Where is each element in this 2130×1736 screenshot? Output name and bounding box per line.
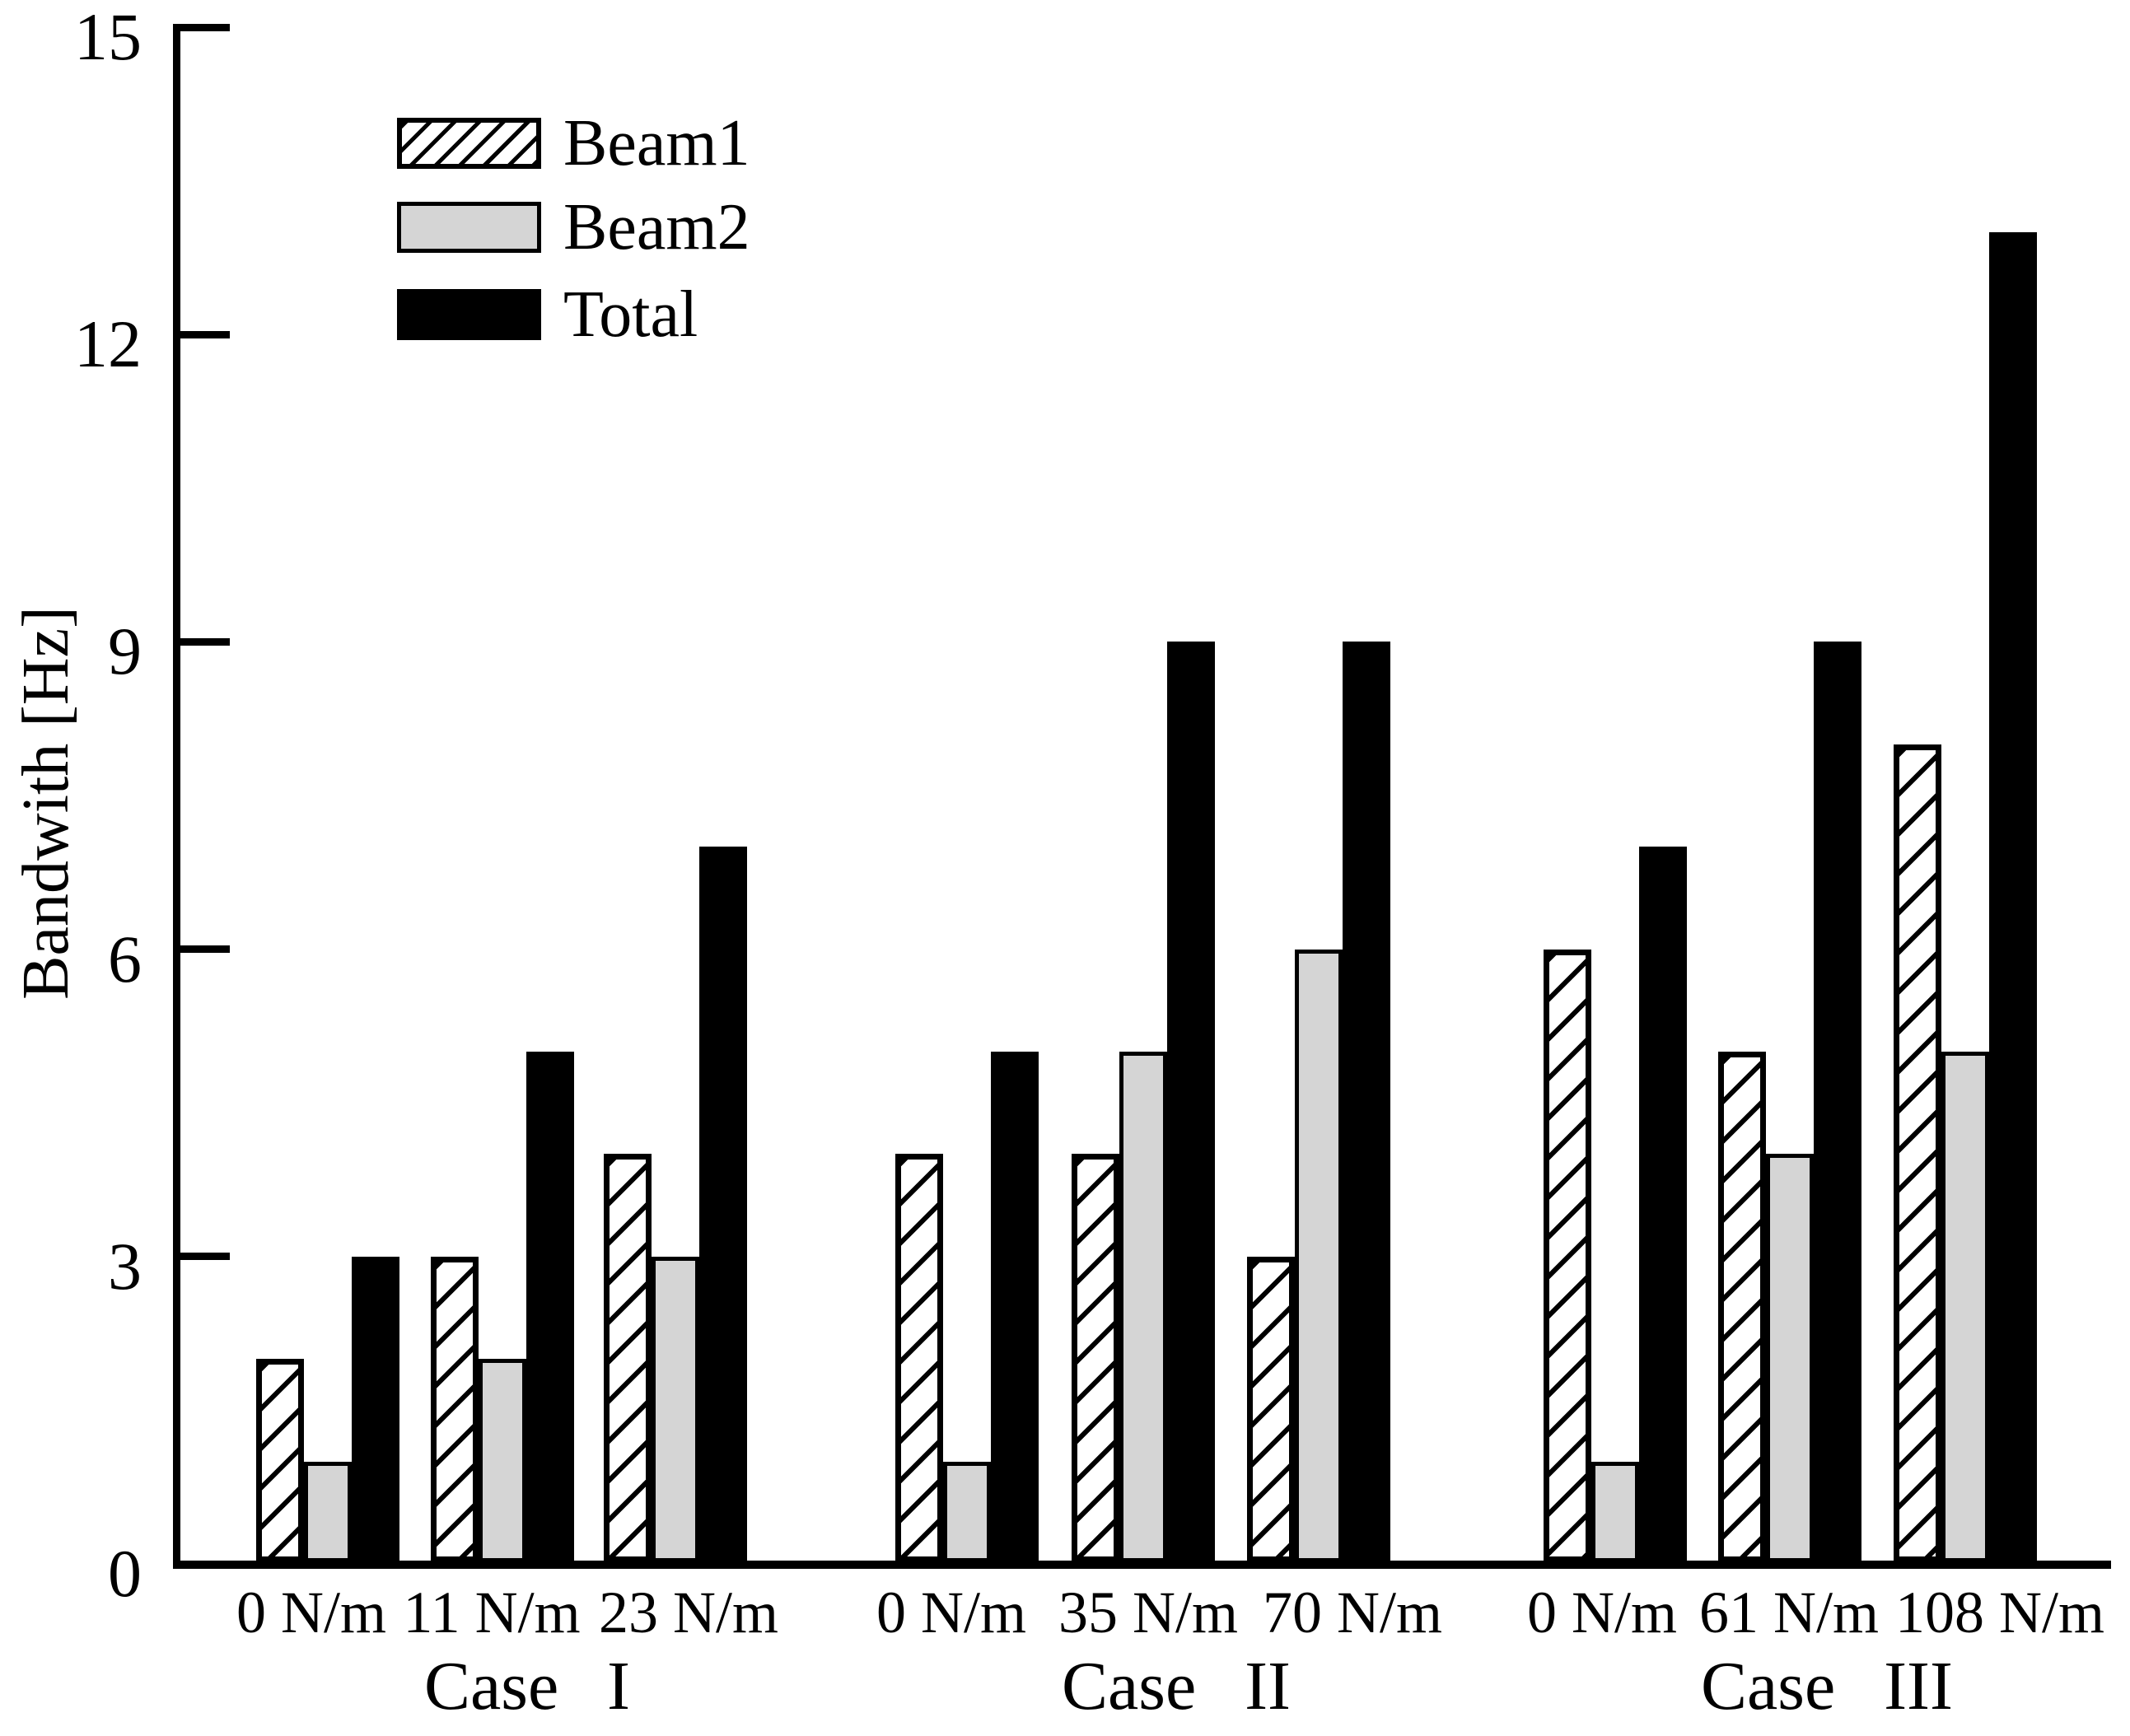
bar-beam2: [1591, 1461, 1639, 1562]
bar-beam2: [1766, 1154, 1814, 1562]
bar-beam1: [604, 1154, 652, 1562]
x-tick-label: 108 N/m: [1894, 1580, 2104, 1645]
y-axis-tick-label: 9: [108, 614, 142, 689]
bar-total: [526, 1052, 574, 1562]
bar-total: [991, 1052, 1039, 1562]
bar-total: [1167, 642, 1215, 1562]
bar-beam2: [304, 1461, 352, 1562]
bar-beam1: [1718, 1052, 1766, 1562]
legend-swatch-total: [397, 289, 541, 340]
bar-beam2: [943, 1461, 991, 1562]
x-tick-label: 11 N/m: [403, 1580, 581, 1645]
y-axis-tick-label: 6: [108, 921, 142, 996]
y-axis-tick: [180, 330, 230, 338]
bar-total: [1814, 642, 1861, 1562]
bar-beam1: [1894, 744, 1941, 1562]
bar-beam2: [1295, 949, 1343, 1562]
bar-beam1: [256, 1359, 304, 1562]
bar-beam2: [479, 1359, 526, 1562]
y-axis-tick-label: 3: [108, 1228, 142, 1304]
case-label: Case III: [1700, 1648, 1953, 1724]
bar-beam1: [1072, 1154, 1119, 1562]
y-axis-tick: [180, 23, 230, 31]
bar-beam1: [1544, 949, 1591, 1562]
bar-beam1: [895, 1154, 943, 1562]
bar-total: [352, 1256, 399, 1562]
x-tick-label: 0 N/m: [876, 1580, 1026, 1645]
x-tick-label: 23 N/m: [598, 1580, 778, 1645]
y-axis-tick-label: 15: [74, 0, 142, 74]
x-axis-line: [173, 1561, 2111, 1569]
legend-label: Total: [563, 278, 698, 351]
x-tick-label: 61 N/m: [1698, 1580, 1879, 1645]
bar-beam1: [1247, 1256, 1295, 1562]
y-axis-line: [173, 24, 180, 1569]
y-axis-tick-label: 0: [108, 1536, 142, 1611]
y-axis-tick: [180, 945, 230, 954]
bar-beam2: [1119, 1052, 1167, 1562]
x-tick-label: 0 N/m: [236, 1580, 386, 1645]
legend-swatch-beam2: [397, 202, 541, 253]
legend-label: Beam1: [563, 107, 750, 180]
bar-beam2: [652, 1256, 699, 1562]
y-axis-tick-label: 12: [74, 306, 142, 382]
legend-label: Beam2: [563, 191, 750, 264]
case-label: Case II: [1061, 1648, 1292, 1724]
bar-total: [1343, 642, 1390, 1562]
legend-swatch-beam1: [397, 118, 541, 169]
bar-total: [1639, 847, 1687, 1562]
y-axis-tick: [180, 637, 230, 646]
case-label: Case I: [423, 1648, 631, 1724]
bar-beam1: [431, 1256, 479, 1562]
bar-total: [1989, 231, 2037, 1562]
y-axis-tick: [180, 1253, 230, 1261]
bar-beam2: [1941, 1052, 1989, 1562]
x-tick-label: 35 N/m: [1058, 1580, 1238, 1645]
bar-total: [699, 847, 747, 1562]
x-tick-label: 70 N/m: [1262, 1580, 1442, 1645]
x-tick-label: 0 N/m: [1526, 1580, 1677, 1645]
